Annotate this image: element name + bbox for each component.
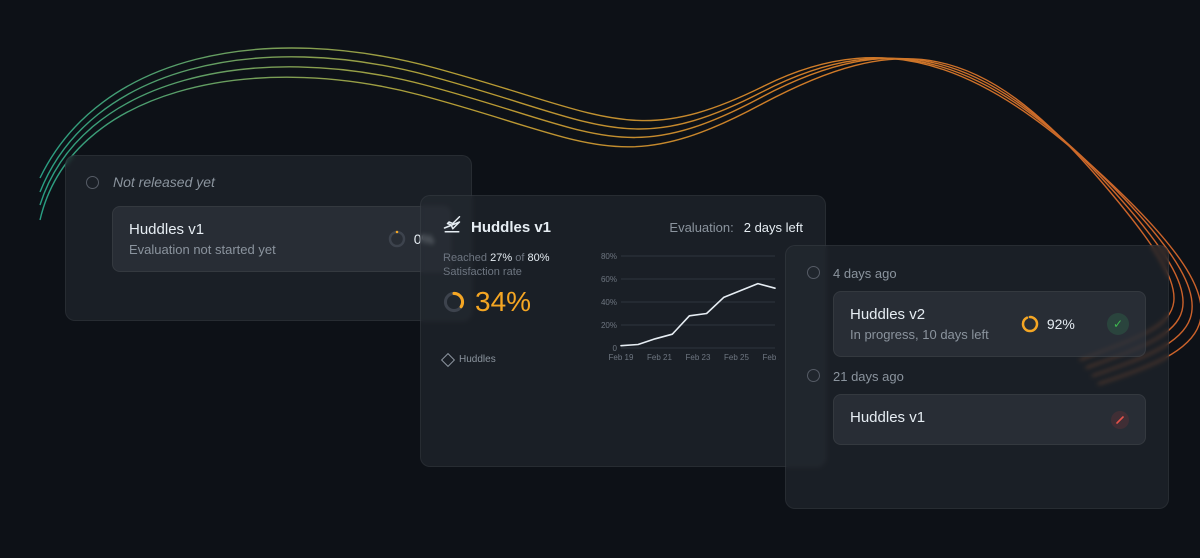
svg-text:Feb 23: Feb 23 xyxy=(686,353,711,362)
svg-text:20%: 20% xyxy=(601,321,617,330)
svg-text:Feb 21: Feb 21 xyxy=(647,353,672,362)
diamond-icon xyxy=(441,352,455,366)
timeline-timestamp: 4 days ago xyxy=(833,266,1146,281)
timeline-card: 4 days ago Huddles v2 In progress, 10 da… xyxy=(785,245,1169,509)
reach-line: Reached 27% of 80% xyxy=(443,252,583,264)
svg-text:80%: 80% xyxy=(601,252,617,261)
item-title: Huddles v2 xyxy=(850,306,989,323)
project-title: Huddles v1 xyxy=(129,221,276,238)
plane-depart-icon xyxy=(443,216,461,238)
timeline-item[interactable]: Huddles v2 In progress, 10 days left 92%… xyxy=(833,291,1146,357)
progress-ring-icon xyxy=(1021,315,1039,333)
project-row[interactable]: Huddles v1 Evaluation not started yet 0% xyxy=(112,206,451,272)
check-icon: ✓ xyxy=(1107,313,1129,335)
progress-value: 92% xyxy=(1047,316,1075,332)
timeline-item[interactable]: Huddles v1 xyxy=(833,394,1146,445)
evaluation-detail-card: Huddles v1 Evaluation:2 days left Reache… xyxy=(420,195,826,467)
eval-title: Huddles v1 xyxy=(471,219,551,236)
progress-metric: 92% xyxy=(1021,315,1075,333)
svg-text:Feb 27: Feb 27 xyxy=(763,353,779,362)
eval-countdown: Evaluation:2 days left xyxy=(669,220,803,235)
svg-text:Feb 19: Feb 19 xyxy=(609,353,634,362)
timeline-dot-icon xyxy=(807,266,820,279)
progress-ring-icon xyxy=(388,230,406,248)
metric-label: Satisfaction rate xyxy=(443,266,583,278)
release-card-not-released: Not released yet Huddles v1 Evaluation n… xyxy=(65,155,472,321)
release-status-label: Not released yet xyxy=(113,174,215,190)
warn-icon xyxy=(1111,411,1129,429)
timeline-dot-icon xyxy=(807,369,820,382)
metric-value: 34% xyxy=(443,286,583,318)
timeline-timestamp: 21 days ago xyxy=(833,369,1146,384)
progress-ring-icon xyxy=(443,291,465,313)
satisfaction-line-chart: 0 20% 40% 60% 80% Feb 19 Feb 21 Feb 23 Feb 25 Feb… xyxy=(599,252,803,367)
item-subtitle: In progress, 10 days left xyxy=(850,327,989,342)
svg-text:40%: 40% xyxy=(601,298,617,307)
footer-label: Huddles xyxy=(459,354,496,365)
item-title: Huddles v1 xyxy=(850,409,925,426)
svg-text:Feb 25: Feb 25 xyxy=(724,353,749,362)
svg-text:60%: 60% xyxy=(601,275,617,284)
project-subtitle: Evaluation not started yet xyxy=(129,242,276,257)
svg-text:0: 0 xyxy=(613,344,618,353)
status-dot-empty xyxy=(86,176,99,189)
